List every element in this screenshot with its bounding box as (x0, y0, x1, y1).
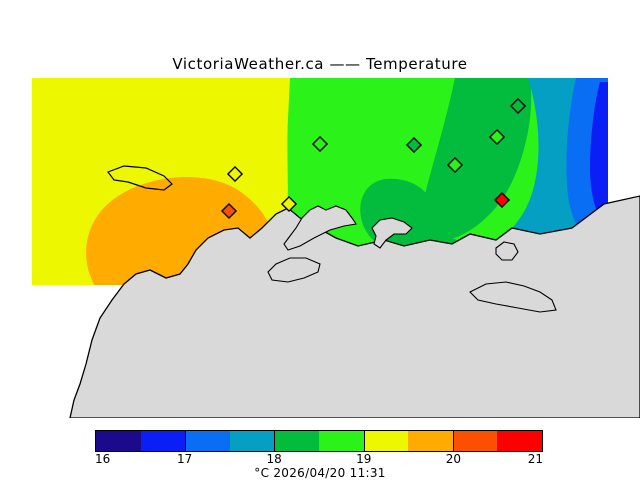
station-marker[interactable] (280, 195, 298, 213)
colorbar-band-6 (363, 431, 409, 451)
colorbar-separator-4 (453, 430, 455, 452)
colorbar-band-5 (318, 431, 364, 451)
colorbar-band-2 (185, 431, 230, 451)
colorbar-band-4 (274, 431, 319, 451)
colorbar-tick-18: 18 (266, 452, 282, 466)
region-blue-deep (590, 82, 608, 228)
map-canvas (32, 78, 640, 418)
colorbar-legend: 16 17 18 19 20 21 °C 2026/04/20 11:31 (0, 428, 640, 480)
coastline-west-wedge (267, 257, 321, 283)
station-marker[interactable] (446, 156, 464, 174)
colorbar-band-1 (140, 431, 186, 451)
station-marker[interactable] (493, 191, 511, 209)
coastline-harbour (495, 241, 519, 261)
lake-outline (107, 165, 173, 191)
station-markers[interactable] (220, 97, 527, 220)
station-marker[interactable] (488, 128, 506, 146)
station-marker[interactable] (311, 135, 329, 153)
station-marker[interactable] (226, 165, 244, 183)
colorbar-tick-20: 20 (445, 452, 462, 466)
colorbar-separator-1 (184, 430, 186, 452)
colorbar-timestamp: °C 2026/04/20 11:31 (254, 466, 386, 480)
colorbar-tick-21: 21 (527, 452, 543, 466)
colorbar-gradient[interactable] (95, 430, 543, 452)
colorbar-separator-3 (363, 430, 365, 452)
land-masses (69, 165, 640, 418)
station-marker[interactable] (220, 202, 238, 220)
colorbar-tick-19: 19 (356, 452, 372, 466)
page-title: VictoriaWeather.ca —— Temperature (172, 55, 468, 73)
station-marker[interactable] (509, 97, 527, 115)
coastline-peninsula (371, 217, 413, 249)
station-marker[interactable] (405, 136, 423, 154)
colorbar-tick-17: 17 (176, 452, 193, 466)
colorbar-tick-16: 16 (95, 452, 111, 466)
colorbar-tick-labels: 16 17 18 19 20 21 (0, 452, 640, 468)
temperature-map[interactable] (0, 78, 640, 418)
colorbar-band-8 (452, 431, 498, 451)
coastline-strait (283, 205, 357, 251)
colorbar-separator-2 (274, 430, 276, 452)
colorbar-band-9 (497, 431, 542, 451)
region-green-dark-centre (421, 78, 532, 241)
coastline-east-island (469, 281, 557, 313)
colorbar-band-7 (408, 431, 453, 451)
colorbar-band-0 (96, 431, 141, 451)
colorbar-band-3 (229, 431, 275, 451)
